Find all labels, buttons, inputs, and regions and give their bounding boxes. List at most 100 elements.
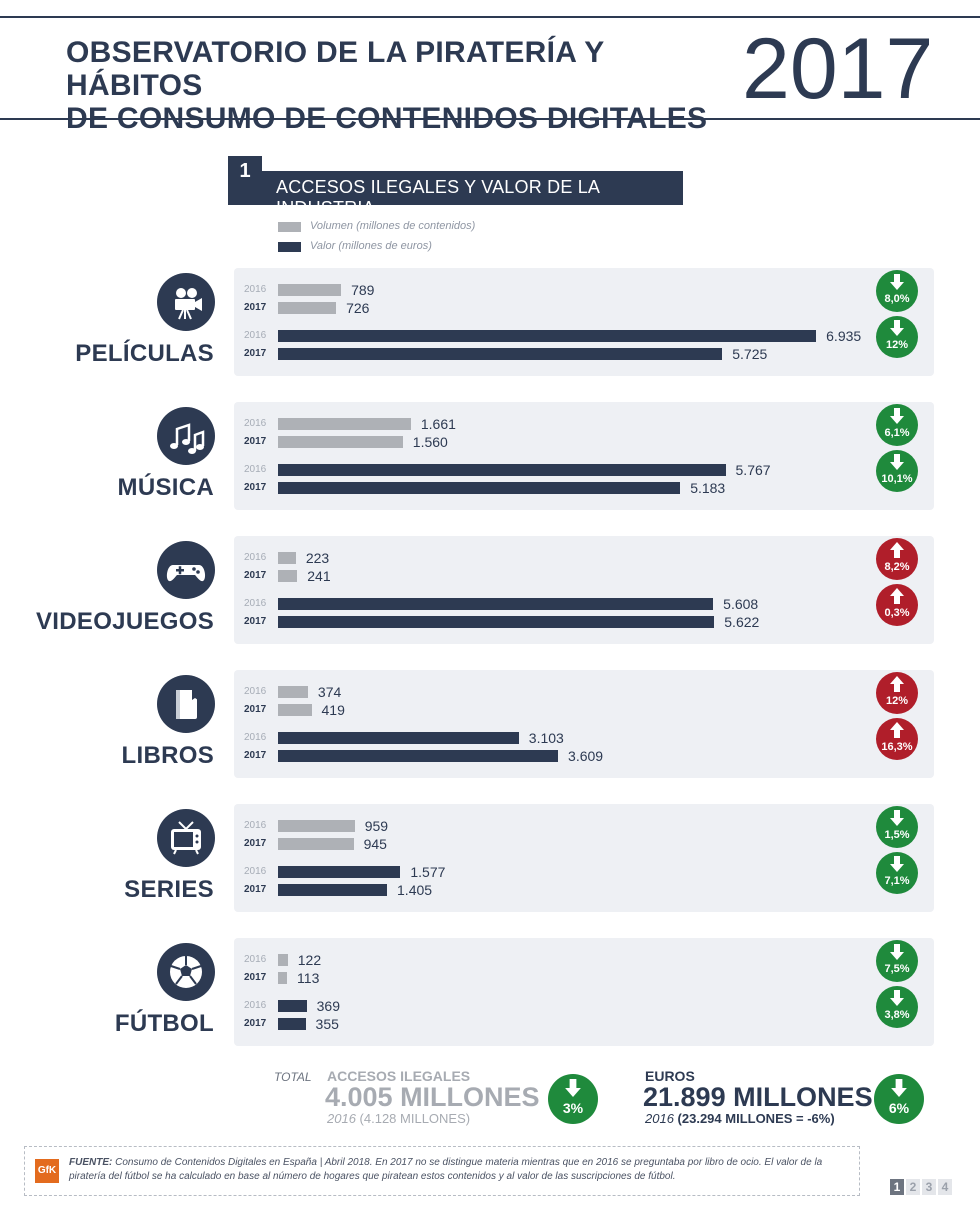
cat-5-volume-value-2016: 959 [364, 818, 389, 834]
cat-5-volume-bar-2017 [278, 838, 354, 850]
cat-5-volume-bar-2016 [278, 820, 355, 832]
cat-1-label: PELÍCULAS [75, 340, 214, 367]
cat-6-volume-bar-2016 [278, 954, 288, 966]
cat-5-volume-change-badge: 1,5% [876, 806, 918, 848]
cat-6-volume-change-badge: 7,5% [876, 940, 918, 982]
cat-2-icon-circle [157, 407, 215, 465]
cat-6-volume-bar-2017 [278, 972, 288, 984]
page-2-link[interactable]: 2 [906, 1179, 920, 1195]
cat-1-value-value-2017: 5.725 [732, 346, 768, 362]
cat-3-volume-change-badge: 8,2% [876, 538, 918, 580]
page-4-link[interactable]: 4 [938, 1179, 952, 1195]
cat-2-volume-bar-2016 [278, 418, 411, 430]
cat-3-volume-year-2016: 2016 [244, 552, 267, 563]
cat-4-value-change: 16,3% [881, 741, 913, 753]
cat-2-value-value-2016: 5.767 [735, 462, 771, 478]
legend-volume-swatch [278, 222, 301, 232]
cat-2-label: MÚSICA [117, 474, 214, 501]
cat-1-volume-bar-2017 [278, 302, 337, 314]
cat-4-volume-value-2016: 374 [317, 684, 342, 700]
page-title: OBSERVATORIO DE LA PIRATERÍA Y HÁBITOS D… [66, 36, 736, 135]
cat-1-value-year-2017: 2017 [244, 348, 267, 359]
cat-3-volume-year-2017: 2017 [244, 570, 267, 581]
film-camera-icon [175, 288, 202, 320]
cat-3-label: VIDEOJUEGOS [35, 608, 214, 635]
total-accesses-label: ACCESOS ILEGALES [327, 1068, 471, 1084]
source-label: FUENTE: [69, 1157, 113, 1168]
cat-5-icon-circle [157, 809, 215, 867]
cat-2-value-change: 10,1% [881, 473, 913, 485]
page-3-link[interactable]: 3 [922, 1179, 936, 1195]
total-euros-prev-value: (23.294 MILLONES = -6%) [677, 1111, 835, 1126]
cat-5-volume-year-2016: 2016 [244, 820, 267, 831]
cat-6-value-value-2017: 355 [315, 1016, 339, 1032]
cat-2-volume-change: 6,1% [884, 427, 910, 439]
gamepad-icon [166, 565, 206, 582]
total-accesses-change: 3% [562, 1100, 584, 1116]
arrow-down-icon [890, 856, 904, 872]
cat-3-value-value-2016: 5.608 [723, 596, 759, 612]
cat-3-volume-value-2016: 223 [305, 550, 330, 566]
year-label: 2017 [742, 21, 934, 117]
legend-volume-label: Volumen (millones de contenidos) [310, 220, 476, 232]
cat-4-volume-year-2017: 2017 [244, 704, 267, 715]
cat-3-value-year-2017: 2017 [244, 616, 267, 627]
cat-1-value-bar-2017 [278, 348, 723, 360]
total-accesses-value: 4.005 MILLONES [325, 1082, 540, 1112]
cat-2-volume-value-2017: 1.560 [412, 434, 448, 450]
cat-6-volume-value-2017: 113 [297, 970, 320, 986]
total-accesses-prev-year: 2016 [327, 1111, 356, 1126]
cat-2-value-bar-2017 [278, 482, 681, 494]
cat-5-value-bar-2017 [278, 884, 388, 896]
cat-5-value-value-2016: 1.577 [410, 864, 446, 880]
arrow-down-icon [890, 990, 904, 1006]
cat-4-panel: 2016 374 2017 419 2016 3.103 2017 3.609 [234, 670, 934, 778]
total-euros-value: 21.899 MILLONES [643, 1082, 873, 1112]
cat-6-value-change-badge: 3,8% [876, 986, 918, 1028]
cat-1-value-change: 12% [885, 339, 909, 351]
arrow-down-icon [890, 810, 904, 826]
section-title: ACCESOS ILEGALES Y VALOR DE LA INDUSTRIA [276, 177, 600, 218]
cat-3-volume-bar-2017 [278, 570, 298, 582]
cat-6-volume-change: 7,5% [884, 963, 910, 975]
cat-6-panel: 2016 122 2017 113 2016 369 2017 355 [234, 938, 934, 1046]
cat-1-volume-value-2017: 726 [346, 300, 370, 316]
cat-4-value-change-badge: 16,3% [876, 718, 918, 760]
page-1-link[interactable]: 1 [890, 1179, 904, 1195]
arrow-down-icon [890, 320, 904, 336]
music-notes-icon [170, 423, 205, 454]
cat-6-value-change: 3,8% [884, 1009, 910, 1021]
cat-1-volume-value-2016: 789 [351, 282, 375, 298]
cat-5-label: SERIES [124, 876, 214, 903]
cat-5-value-bar-2016 [278, 866, 401, 878]
cat-4-value-bar-2016 [278, 732, 519, 744]
cat-4-value-value-2016: 3.103 [528, 730, 564, 746]
section-number: 1 [228, 156, 262, 188]
arrow-down-icon [565, 1079, 581, 1097]
gfk-logo: GfK [35, 1159, 59, 1183]
cat-1-panel: 2016 789 2017 726 2016 6.935 2017 5.725 [234, 268, 934, 376]
cat-6-value-year-2017: 2017 [244, 1018, 267, 1029]
total-euros-prev-year: 2016 [645, 1111, 674, 1126]
arrow-down-icon [890, 454, 904, 470]
total-euros-previous: 2016 (23.294 MILLONES = -6%) [645, 1111, 835, 1126]
arrow-down-icon [890, 408, 904, 424]
cat-6-label: FÚTBOL [114, 1010, 214, 1037]
cat-6-value-year-2016: 2016 [244, 1000, 267, 1011]
cat-5-value-year-2017: 2017 [244, 884, 267, 895]
cat-4-value-year-2017: 2017 [244, 750, 267, 761]
cat-4-volume-value-2017: 419 [321, 702, 345, 718]
section-title-bar: ACCESOS ILEGALES Y VALOR DE LA INDUSTRIA [228, 171, 683, 218]
cat-5-value-value-2017: 1.405 [397, 882, 433, 898]
cat-6-value-bar-2016 [278, 1000, 307, 1012]
cat-4-volume-bar-2017 [278, 704, 312, 716]
cat-2-volume-value-2016: 1.661 [420, 416, 456, 432]
cat-1-value-bar-2016 [278, 330, 817, 342]
cat-5-value-change-badge: 7,1% [876, 852, 918, 894]
title-line-1: OBSERVATORIO DE LA PIRATERÍA Y HÁBITOS [66, 36, 604, 102]
cat-2-volume-year-2017: 2017 [244, 436, 267, 447]
cat-2-value-bar-2016 [278, 464, 726, 476]
cat-2-value-change-badge: 10,1% [876, 450, 918, 492]
arrow-down-icon [891, 1079, 907, 1097]
